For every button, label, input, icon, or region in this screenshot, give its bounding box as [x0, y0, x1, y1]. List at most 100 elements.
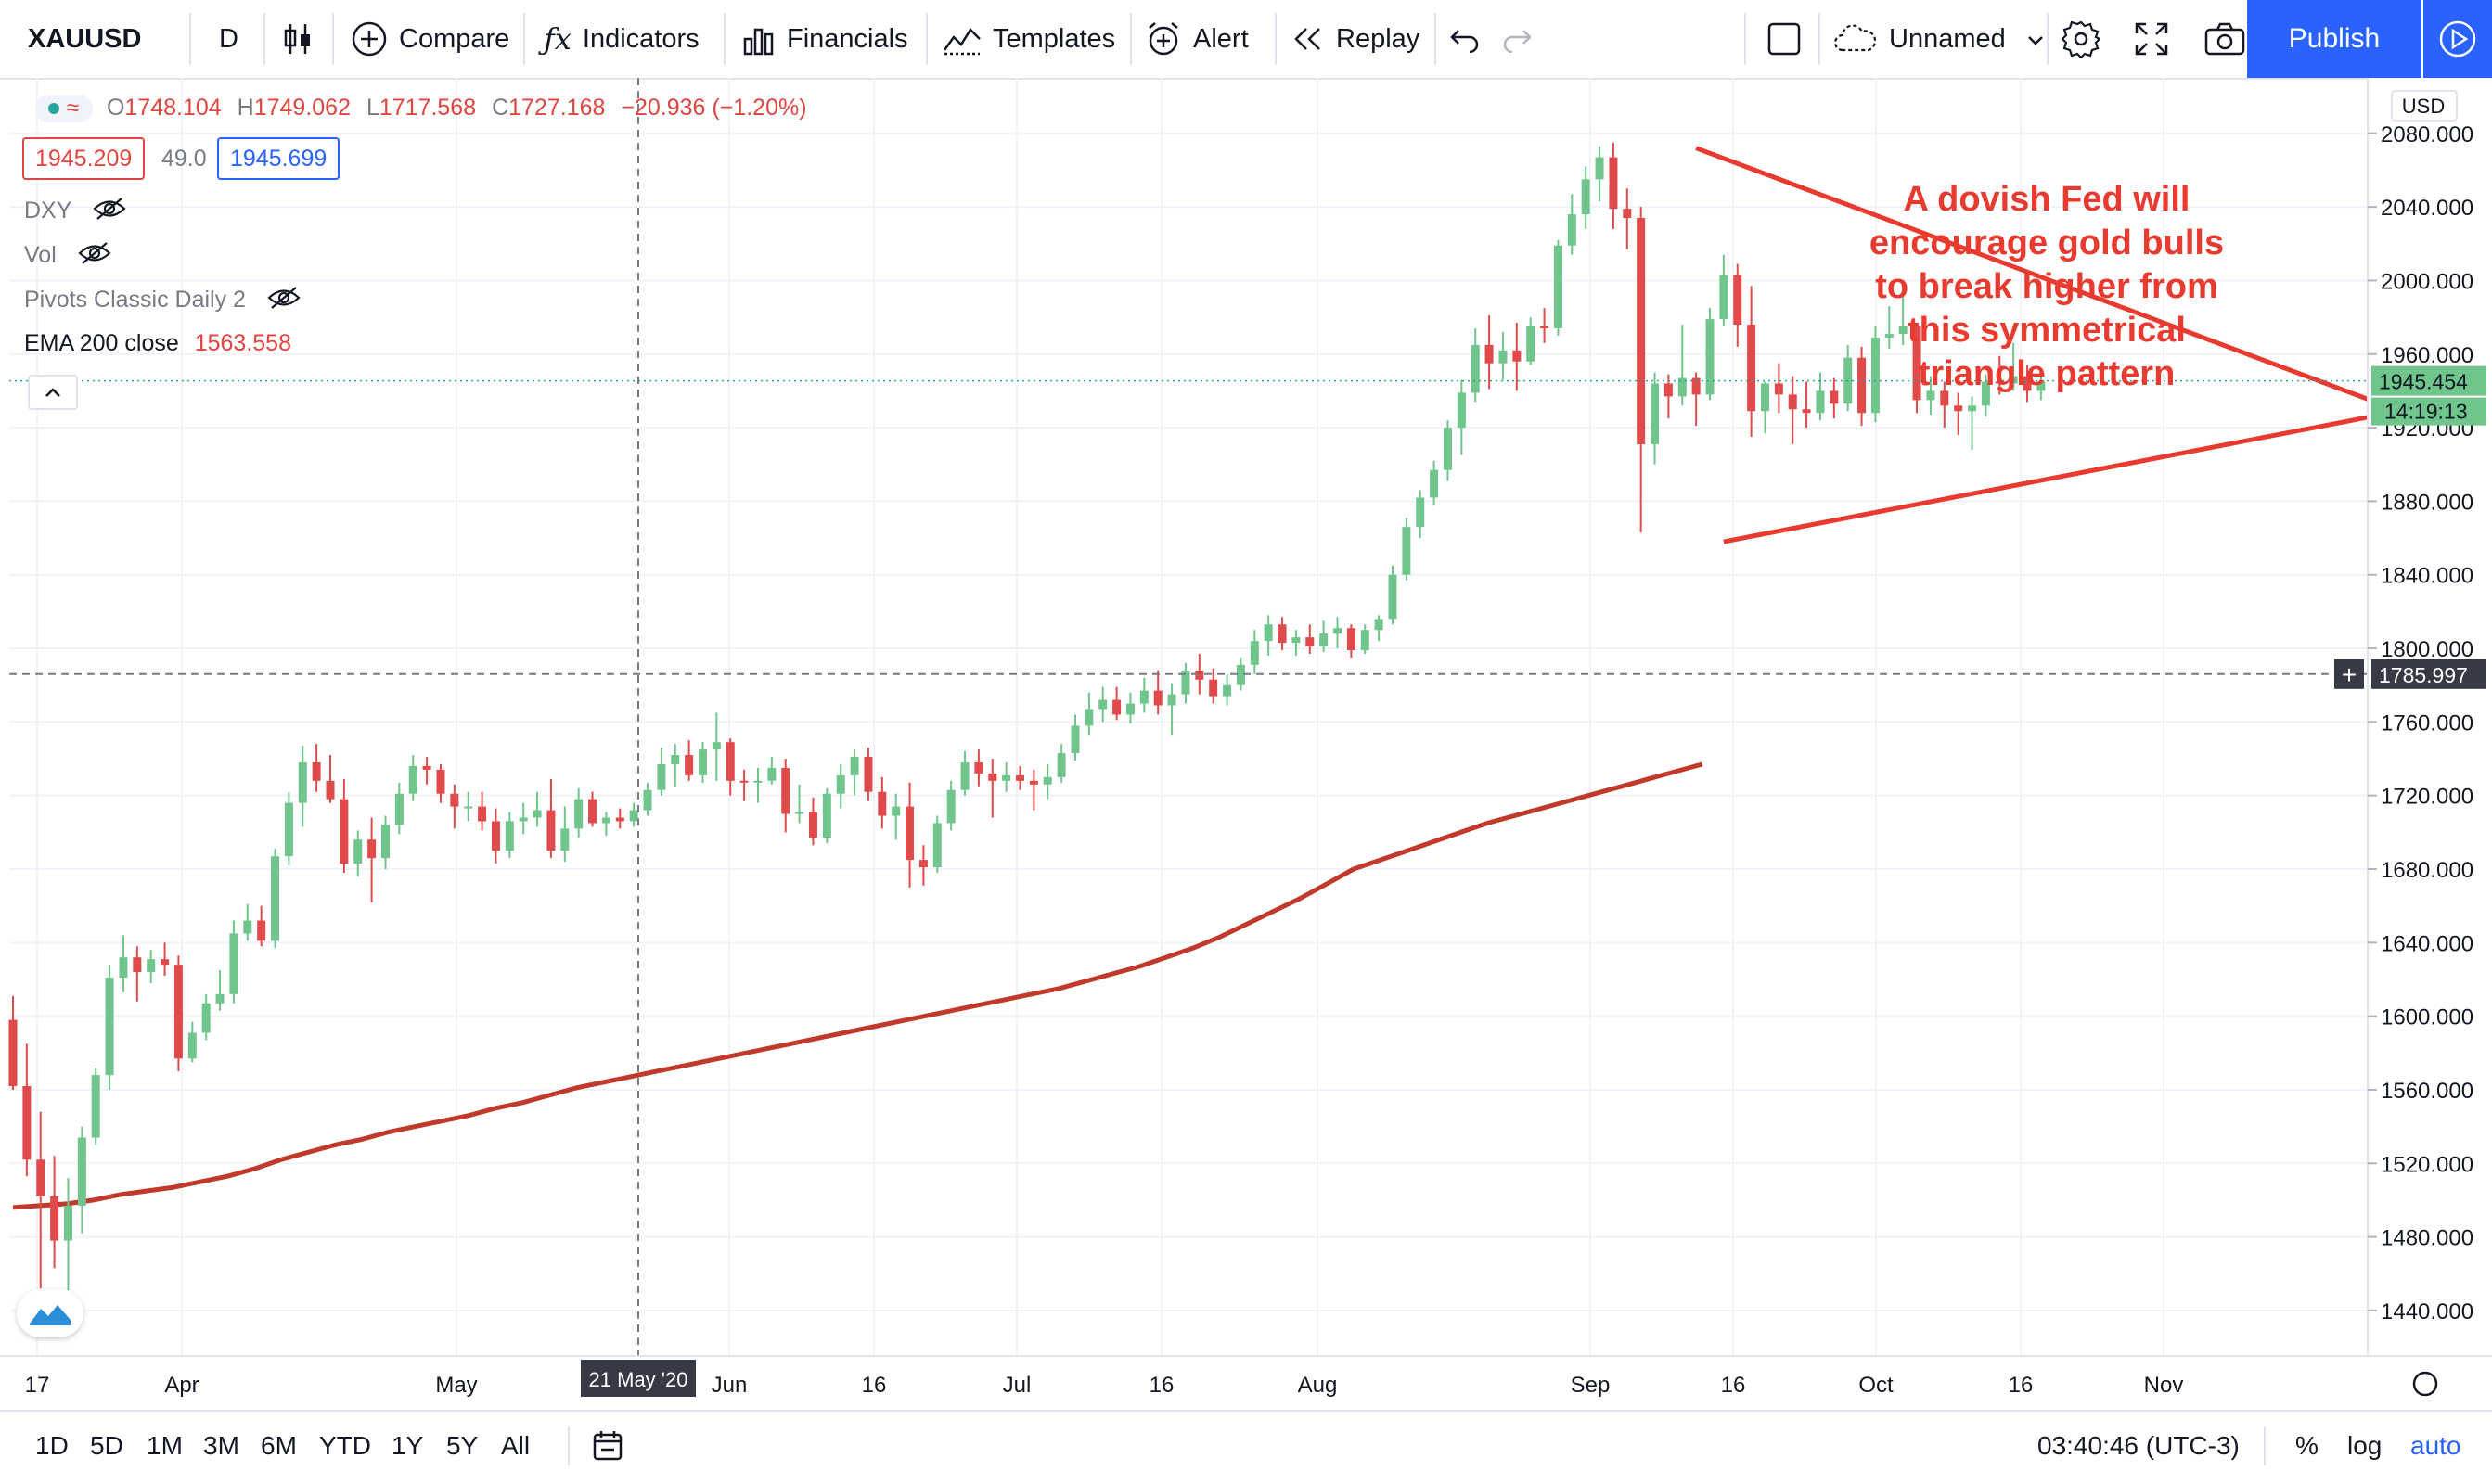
chevron-up-icon [45, 388, 60, 397]
alert-button[interactable]: Alert [1145, 0, 1249, 78]
time-tick-label: 16 [1721, 1373, 1746, 1398]
fx-icon: ƒx [544, 21, 572, 57]
series-status-icon[interactable]: ≈ [35, 95, 93, 123]
currency-box [2391, 90, 2458, 122]
interval-button[interactable]: D [219, 23, 238, 54]
candle-down [906, 806, 915, 861]
range-5y[interactable]: 5Y [446, 1431, 479, 1460]
indicator-ema[interactable]: EMA 200 close 1563.558 [24, 330, 291, 357]
buy-button[interactable]: 1945.699 [217, 137, 340, 180]
replay-button[interactable]: Replay [1291, 0, 1419, 78]
triangle-lower-trendline [1723, 408, 2400, 544]
range-1m[interactable]: 1M [147, 1431, 183, 1460]
range-3m[interactable]: 3M [203, 1431, 239, 1460]
bottom-divider [2264, 1426, 2266, 1465]
indicator-dxy[interactable]: DXY [24, 197, 126, 227]
candle-down [988, 773, 997, 781]
collapse-legend-button[interactable] [28, 375, 78, 410]
goto-date-button[interactable] [592, 1410, 625, 1482]
settings-button[interactable] [2062, 0, 2100, 78]
chart-type-button[interactable] [282, 0, 314, 78]
eye-off-icon[interactable] [78, 241, 111, 272]
candle-up [1677, 377, 1687, 397]
ema-200-layer [12, 761, 1703, 1210]
candle-down [36, 1159, 45, 1196]
price-axis: 1440.000 1480.000 1520.000 1560.000 1600.000… [2334, 78, 2492, 1356]
candle-down [1691, 377, 1701, 395]
indicator-vol-label: Vol [24, 242, 57, 269]
tradingview-logo[interactable] [17, 1289, 83, 1337]
symbol-search[interactable]: XAUUSD [28, 23, 142, 54]
open-label: O [106, 95, 125, 121]
log-toggle[interactable]: log [2347, 1431, 2383, 1460]
percent-toggle[interactable]: % [2295, 1431, 2319, 1460]
indicator-vol[interactable]: Vol [24, 241, 111, 272]
layout-button[interactable] [1766, 0, 1802, 78]
toolbar-divider [1275, 13, 1277, 65]
range-all[interactable]: All [501, 1431, 531, 1460]
price-tick-label: 2080.000 [2381, 122, 2473, 147]
price-tick-label: 1520.000 [2381, 1152, 2473, 1177]
snapshot-button[interactable] [2204, 0, 2245, 78]
candle-up [1333, 628, 1342, 634]
candle-down [1774, 383, 1783, 395]
indicator-dxy-label: DXY [24, 198, 71, 224]
range-5d[interactable]: 5D [90, 1431, 123, 1460]
candle-up [353, 839, 363, 864]
candle-up [408, 765, 417, 794]
candle-up [574, 799, 584, 829]
candle-down [1016, 774, 1025, 781]
auto-toggle[interactable]: auto [2410, 1431, 2461, 1460]
indicators-button[interactable]: ƒx Indicators [544, 0, 700, 78]
time-tick-label: 16 [1150, 1373, 1175, 1398]
candle-up [1360, 630, 1369, 651]
fullscreen-button[interactable] [2134, 0, 2169, 78]
compare-button[interactable]: Compare [351, 0, 509, 78]
sell-button[interactable]: 1945.209 [22, 137, 146, 180]
candle-up [229, 933, 238, 994]
axis-settings-gear-icon[interactable] [2412, 1371, 2438, 1397]
chevron-down-icon [2026, 24, 2045, 55]
time-tick-label: Jul [1003, 1373, 1032, 1398]
eye-off-icon[interactable] [267, 286, 301, 316]
eye-off-icon[interactable] [93, 197, 126, 227]
indicator-pivots[interactable]: Pivots Classic Daily 2 [24, 286, 301, 316]
candle-down [1857, 357, 1867, 414]
price-tick-label: 1840.000 [2381, 564, 2473, 589]
layout-name-button[interactable]: Unnamed [1833, 0, 2045, 78]
candle-down [312, 761, 321, 781]
range-1d[interactable]: 1D [35, 1431, 69, 1460]
undo-button[interactable] [1449, 0, 1481, 78]
high-value: 1749.062 [253, 95, 351, 121]
publish-button[interactable]: Publish [2247, 0, 2421, 78]
redo-button[interactable] [1501, 0, 1533, 78]
candle-up [1223, 684, 1232, 697]
candle-up [1898, 326, 1908, 334]
candle-up [284, 802, 293, 857]
range-6m[interactable]: 6M [261, 1431, 297, 1460]
time-tick-label: Aug [1298, 1373, 1338, 1398]
candle-up [243, 920, 252, 934]
candle-down [340, 799, 349, 864]
camera-icon [2204, 22, 2245, 56]
candle-down [1153, 690, 1163, 706]
publish-video-button[interactable] [2423, 0, 2492, 78]
range-ytd[interactable]: YTD [319, 1431, 371, 1460]
add-alert-plus-button[interactable] [2334, 659, 2364, 689]
time-tick-label: Sep [1571, 1373, 1611, 1398]
candle-up [1250, 641, 1259, 665]
clock-timezone[interactable]: 03:40:46 (UTC-3) [2037, 1431, 2240, 1460]
range-1y[interactable]: 1Y [392, 1431, 424, 1460]
ema-200-line [12, 761, 1703, 1210]
candle-up [1705, 319, 1715, 395]
toolbar-divider [1744, 13, 1746, 65]
toolbar-divider [1130, 13, 1132, 65]
templates-button[interactable]: Templates [943, 0, 1115, 78]
financials-button[interactable]: Financials [742, 0, 908, 78]
chart-grid [9, 78, 2368, 1356]
candle-up [1319, 633, 1329, 647]
candle-down [1912, 326, 1921, 401]
time-tick-label: 16 [2009, 1373, 2034, 1398]
layout-name-label: Unnamed [1889, 23, 2006, 54]
